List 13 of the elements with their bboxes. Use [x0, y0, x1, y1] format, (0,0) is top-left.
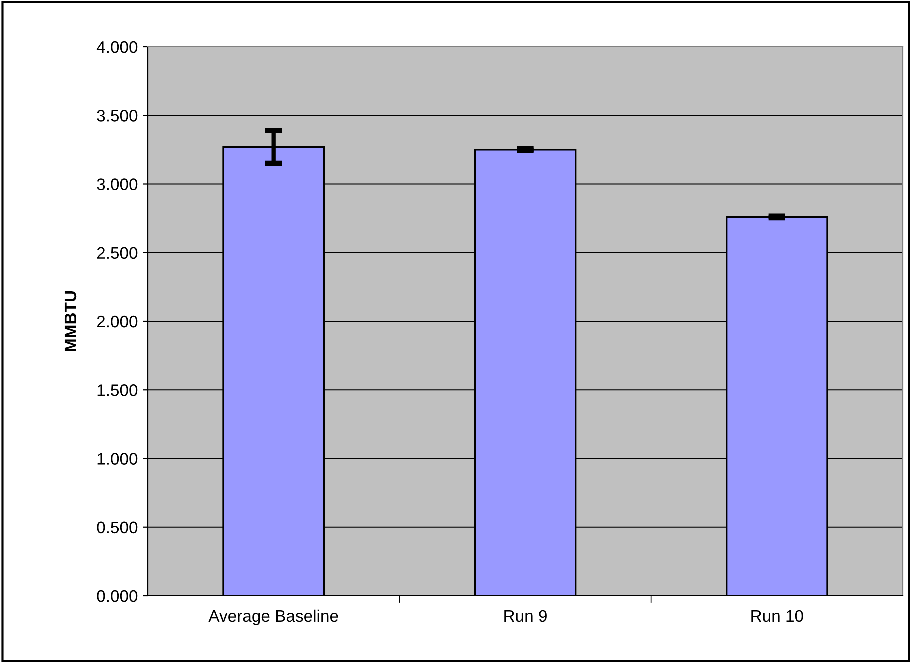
x-tick-label: Run 10 — [752, 610, 804, 622]
y-tick-label: 2.000 — [97, 316, 138, 328]
y-tick-label: 0.000 — [97, 590, 138, 602]
y-tick-label: 3.500 — [97, 110, 138, 122]
y-tick-label: 3.000 — [97, 178, 138, 190]
y-tick-label: 0.500 — [97, 522, 138, 534]
x-tick-label: Average Baseline — [208, 610, 338, 626]
x-tick-label: Run 9 — [504, 610, 547, 622]
y-axis-title: MMBTU — [64, 292, 77, 352]
y-tick-label: 1.000 — [98, 453, 138, 465]
y-tick-label: 2.500 — [97, 247, 138, 260]
y-tick-label: 4.000 — [96, 41, 138, 54]
y-tick-label: 1.500 — [98, 384, 138, 396]
